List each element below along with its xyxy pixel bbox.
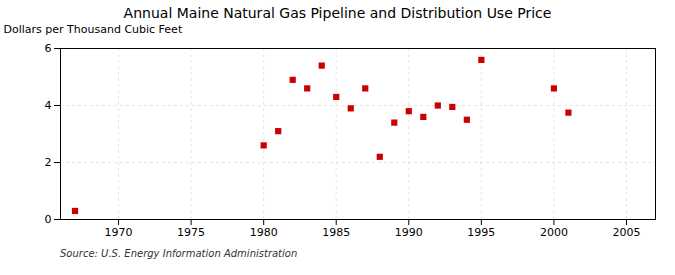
svg-text:4: 4: [45, 99, 52, 112]
svg-text:2000: 2000: [540, 226, 568, 239]
svg-text:2005: 2005: [612, 226, 640, 239]
svg-text:Dollars per Thousand Cubic Fee: Dollars per Thousand Cubic Feet: [4, 23, 183, 36]
html-text:Source: U.S. Energy Informatio: Source: U.S. Energy Information Administ…: [60, 248, 298, 259]
svg-text:1975: 1975: [177, 226, 205, 239]
svg-text:2: 2: [45, 156, 52, 169]
svg-text:1990: 1990: [395, 226, 423, 239]
svg-text:1985: 1985: [322, 226, 350, 239]
svg-text:1995: 1995: [467, 226, 495, 239]
svg-text:1970: 1970: [105, 226, 133, 239]
html-text:Annual Maine Natural Gas Pipel: Annual Maine Natural Gas Pipeline and Di…: [123, 5, 552, 21]
svg-text:1980: 1980: [250, 226, 278, 239]
svg-text:6: 6: [45, 42, 52, 55]
svg-text:0: 0: [45, 213, 52, 226]
